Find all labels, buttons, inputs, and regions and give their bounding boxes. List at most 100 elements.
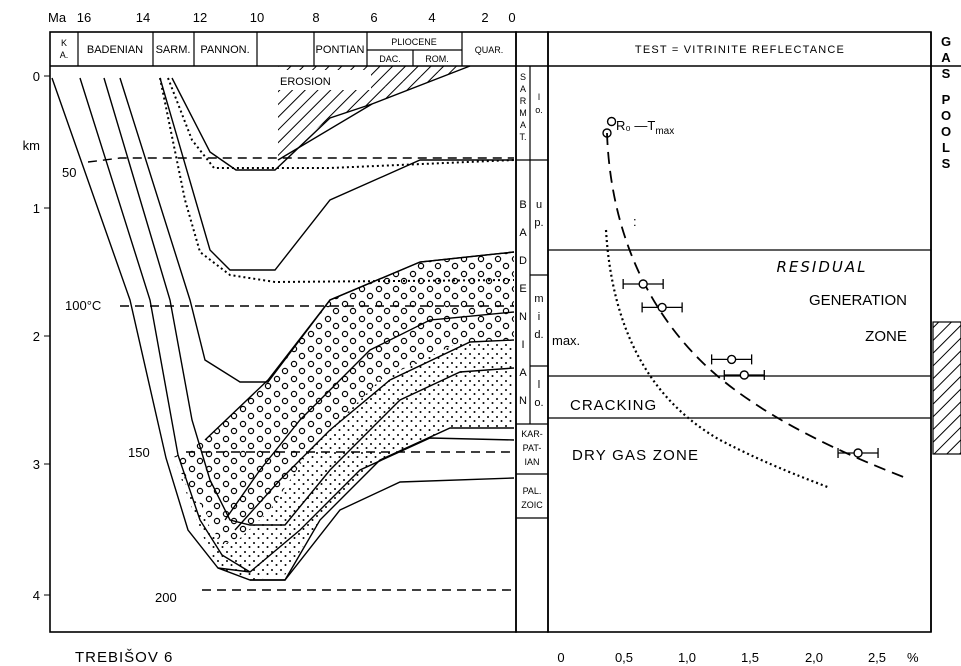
strat-karpatian-1: PAT- <box>523 443 542 453</box>
right-panel: TEST = VITRINITE REFLECTANCE RESIDUAL GE… <box>548 44 931 665</box>
age-tick-8: 8 <box>312 10 319 25</box>
age-axis-unit: Ma <box>48 10 67 25</box>
strat-sarmat-sub-0: l <box>538 92 540 102</box>
gas-pools-0: G <box>941 34 951 49</box>
depth-axis: 0 km 1 2 3 4 <box>23 69 50 603</box>
erosion-label: EROSION <box>280 76 331 88</box>
x-tick-10: 1,0 <box>678 650 696 665</box>
stage-dac: DAC. <box>379 54 401 64</box>
stage-quar: QUAR. <box>475 45 504 55</box>
strat-mid-2: d. <box>534 329 543 341</box>
erosion-label-box <box>276 70 371 90</box>
age-tick-10: 10 <box>250 10 264 25</box>
age-tick-14: 14 <box>136 10 150 25</box>
stage-rom: ROM. <box>425 54 449 64</box>
colon-mark: : <box>633 214 637 229</box>
strat-sarmat-1: A <box>520 84 526 94</box>
isotherm-50: 50 <box>62 165 76 180</box>
strat-karpatian-0: KAR- <box>521 429 543 439</box>
stage-header-dividers <box>77 32 463 66</box>
x-tick-0: 0 <box>557 650 564 665</box>
scatter-layer <box>606 116 879 458</box>
stage-pontian: PONTIAN <box>316 44 365 56</box>
data-point <box>657 302 667 313</box>
x-tick-15: 1,5 <box>741 650 759 665</box>
data-point <box>638 279 648 289</box>
gas-pools-1: A <box>941 50 951 65</box>
depth-tick-3: 3 <box>33 457 40 472</box>
x-tick-25: 2,5 <box>868 650 886 665</box>
stage-badenian: BADENIAN <box>87 44 143 56</box>
strat-column: S A R M A T. l o. B A D E N I A N u p. m… <box>516 66 580 519</box>
gas-pools-5: O <box>941 108 951 123</box>
legend-sub: max <box>655 126 674 137</box>
strat-max-label: max. <box>552 333 580 348</box>
ro-trend-curve <box>606 132 907 479</box>
dot-fill-area <box>178 340 514 580</box>
strat-sarmat-5: T. <box>519 132 526 142</box>
stage-pannon: PANNON. <box>200 44 249 56</box>
right-panel-title: TEST = VITRINITE REFLECTANCE <box>635 44 845 56</box>
gas-pools-6: O <box>941 124 951 139</box>
isotherm-100: 100°C <box>65 298 101 313</box>
residual-label: RESIDUAL <box>777 258 868 276</box>
x-tick-20: 2,0 <box>805 650 823 665</box>
strat-lo-0: l <box>538 379 540 391</box>
gas-pools-column: G A S P O O L S <box>932 34 961 455</box>
age-tick-12: 12 <box>193 10 207 25</box>
cracking-label: CRACKING <box>570 397 657 414</box>
age-tick-6: 6 <box>370 10 377 25</box>
dry-gas-label: DRY GAS ZONE <box>572 447 699 464</box>
stage-ka-1: K <box>61 38 67 48</box>
stage-pliocene: PLIOCENE <box>391 37 437 47</box>
data-point <box>606 116 617 127</box>
strat-mid-1: i <box>538 311 540 323</box>
strat-sarmat-0: S <box>520 72 526 82</box>
strat-baden-4: N <box>519 311 527 323</box>
strat-baden-0: B <box>519 199 526 211</box>
strat-sarmat-2: R <box>520 96 527 106</box>
circle-fill-area <box>172 252 514 520</box>
gas-pools-7: L <box>942 140 950 155</box>
data-point <box>726 354 737 365</box>
gas-pool-interval <box>932 321 961 455</box>
x-axis-unit: % <box>907 650 919 665</box>
generation-label: GENERATION <box>809 292 907 309</box>
strat-lo-1: o. <box>534 397 543 409</box>
strat-baden-6: A <box>519 367 527 379</box>
strat-karpatian-2: IAN <box>524 457 539 467</box>
age-tick-4: 4 <box>428 10 435 25</box>
gas-pools-2: S <box>942 66 951 81</box>
strat-up-1: p. <box>534 217 543 229</box>
subsidence-curves <box>51 65 515 581</box>
depth-axis-unit: km <box>23 138 40 153</box>
isotherm-labels: 50 100°C 150 200 <box>62 165 177 605</box>
depth-tick-4: 4 <box>33 588 40 603</box>
legend-label: R₀ —Tmax <box>616 118 674 137</box>
depth-tick-0: 0 <box>33 69 40 84</box>
frames <box>49 31 961 633</box>
gas-pools-4: P <box>942 92 951 107</box>
age-tick-0: 0 <box>508 10 515 25</box>
stage-sarm: SARM. <box>156 44 191 56</box>
isotherm-200: 200 <box>155 590 177 605</box>
zone-label: ZONE <box>865 328 907 345</box>
stage-labels: K A. BADENIAN SARM. PANNON. PONTIAN PLIO… <box>60 37 504 64</box>
legend-main: R₀ —T <box>616 118 655 133</box>
strat-baden-7: N <box>519 395 527 407</box>
strat-sarmat-sub-1: o. <box>535 105 543 115</box>
isotherms <box>87 157 514 591</box>
data-point <box>739 370 749 380</box>
isotherm-150: 150 <box>128 445 150 460</box>
stage-ka-2: A. <box>60 50 69 60</box>
strat-mid-0: m <box>534 293 543 305</box>
strat-baden-3: E <box>519 283 526 295</box>
age-tick-16: 16 <box>77 10 91 25</box>
well-name: TREBIŠOV 6 <box>75 649 173 666</box>
strat-baden-2: D <box>519 255 527 267</box>
age-axis: Ma 16 14 12 10 8 6 4 2 0 <box>48 10 516 25</box>
depth-tick-1: 1 <box>33 201 40 216</box>
age-tick-2: 2 <box>481 10 488 25</box>
x-tick-05: 0,5 <box>615 650 633 665</box>
